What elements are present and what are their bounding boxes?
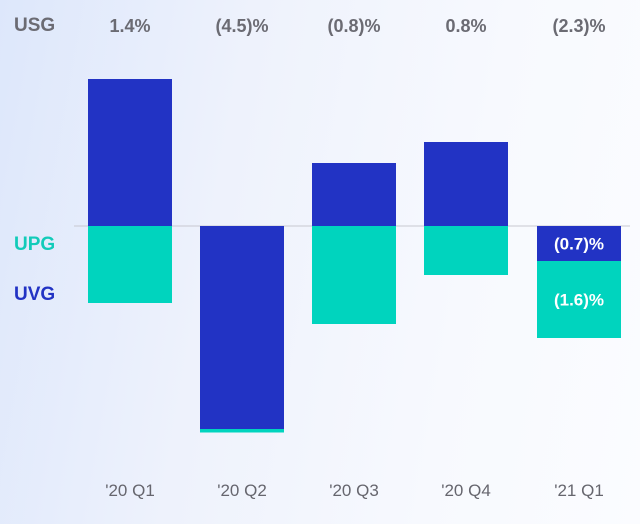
usg-value-1: 1.4% — [109, 16, 151, 36]
bar-uvg-3 — [312, 163, 396, 226]
bar-upg-5 — [537, 261, 621, 338]
bar-uvg-1 — [88, 79, 172, 226]
bar-uvg-2 — [200, 226, 284, 429]
bar-upg-1 — [88, 226, 172, 303]
x-tick-label-2: '20 Q2 — [217, 481, 267, 500]
x-tick-label-1: '20 Q1 — [105, 481, 155, 500]
bar-upg-2 — [200, 429, 284, 433]
x-tick-label-5: '21 Q1 — [554, 481, 604, 500]
data-label-uvg-5: (0.7)% — [554, 235, 604, 254]
usg-value-3: (0.8)% — [327, 16, 381, 36]
uvg-row-label: UVG — [14, 284, 56, 305]
x-tick-label-4: '20 Q4 — [441, 481, 491, 500]
usg-value-2: (4.5)% — [215, 16, 269, 36]
x-tick-label-3: '20 Q3 — [329, 481, 379, 500]
bar-upg-3 — [312, 226, 396, 324]
usg-value-5: (2.3)% — [552, 16, 606, 36]
bar-upg-4 — [424, 226, 508, 275]
usg-value-4: 0.8% — [445, 16, 487, 36]
bar-uvg-5 — [537, 226, 621, 261]
data-label-upg-5: (1.6)% — [554, 291, 604, 310]
usg-row-label: USG — [14, 15, 56, 36]
bar-uvg-4 — [424, 142, 508, 226]
upg-row-label: UPG — [14, 234, 56, 255]
